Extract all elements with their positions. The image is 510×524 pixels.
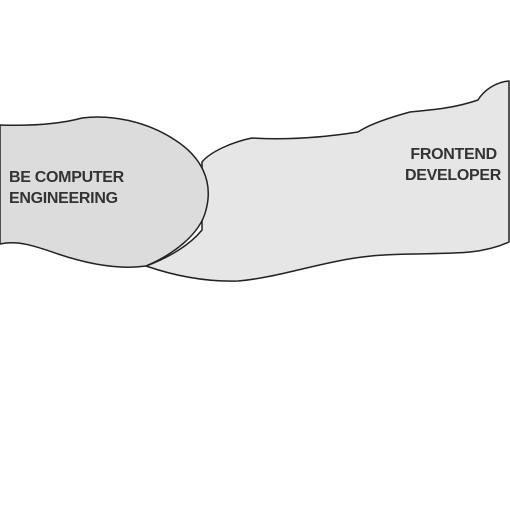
frontend-developer-shape[interactable] (145, 80, 510, 282)
left-label-line-1: BE COMPUTER (9, 169, 125, 186)
right-shape-label: FRONTEND DEVELOPER (405, 146, 502, 184)
right-label-line-1: FRONTEND (410, 146, 496, 163)
left-label-line-2: ENGINEERING (9, 190, 118, 207)
right-label-line-2: DEVELOPER (405, 167, 502, 184)
be-computer-engineering-shape[interactable] (0, 116, 209, 268)
left-shape-label: BE COMPUTER ENGINEERING (9, 169, 128, 207)
